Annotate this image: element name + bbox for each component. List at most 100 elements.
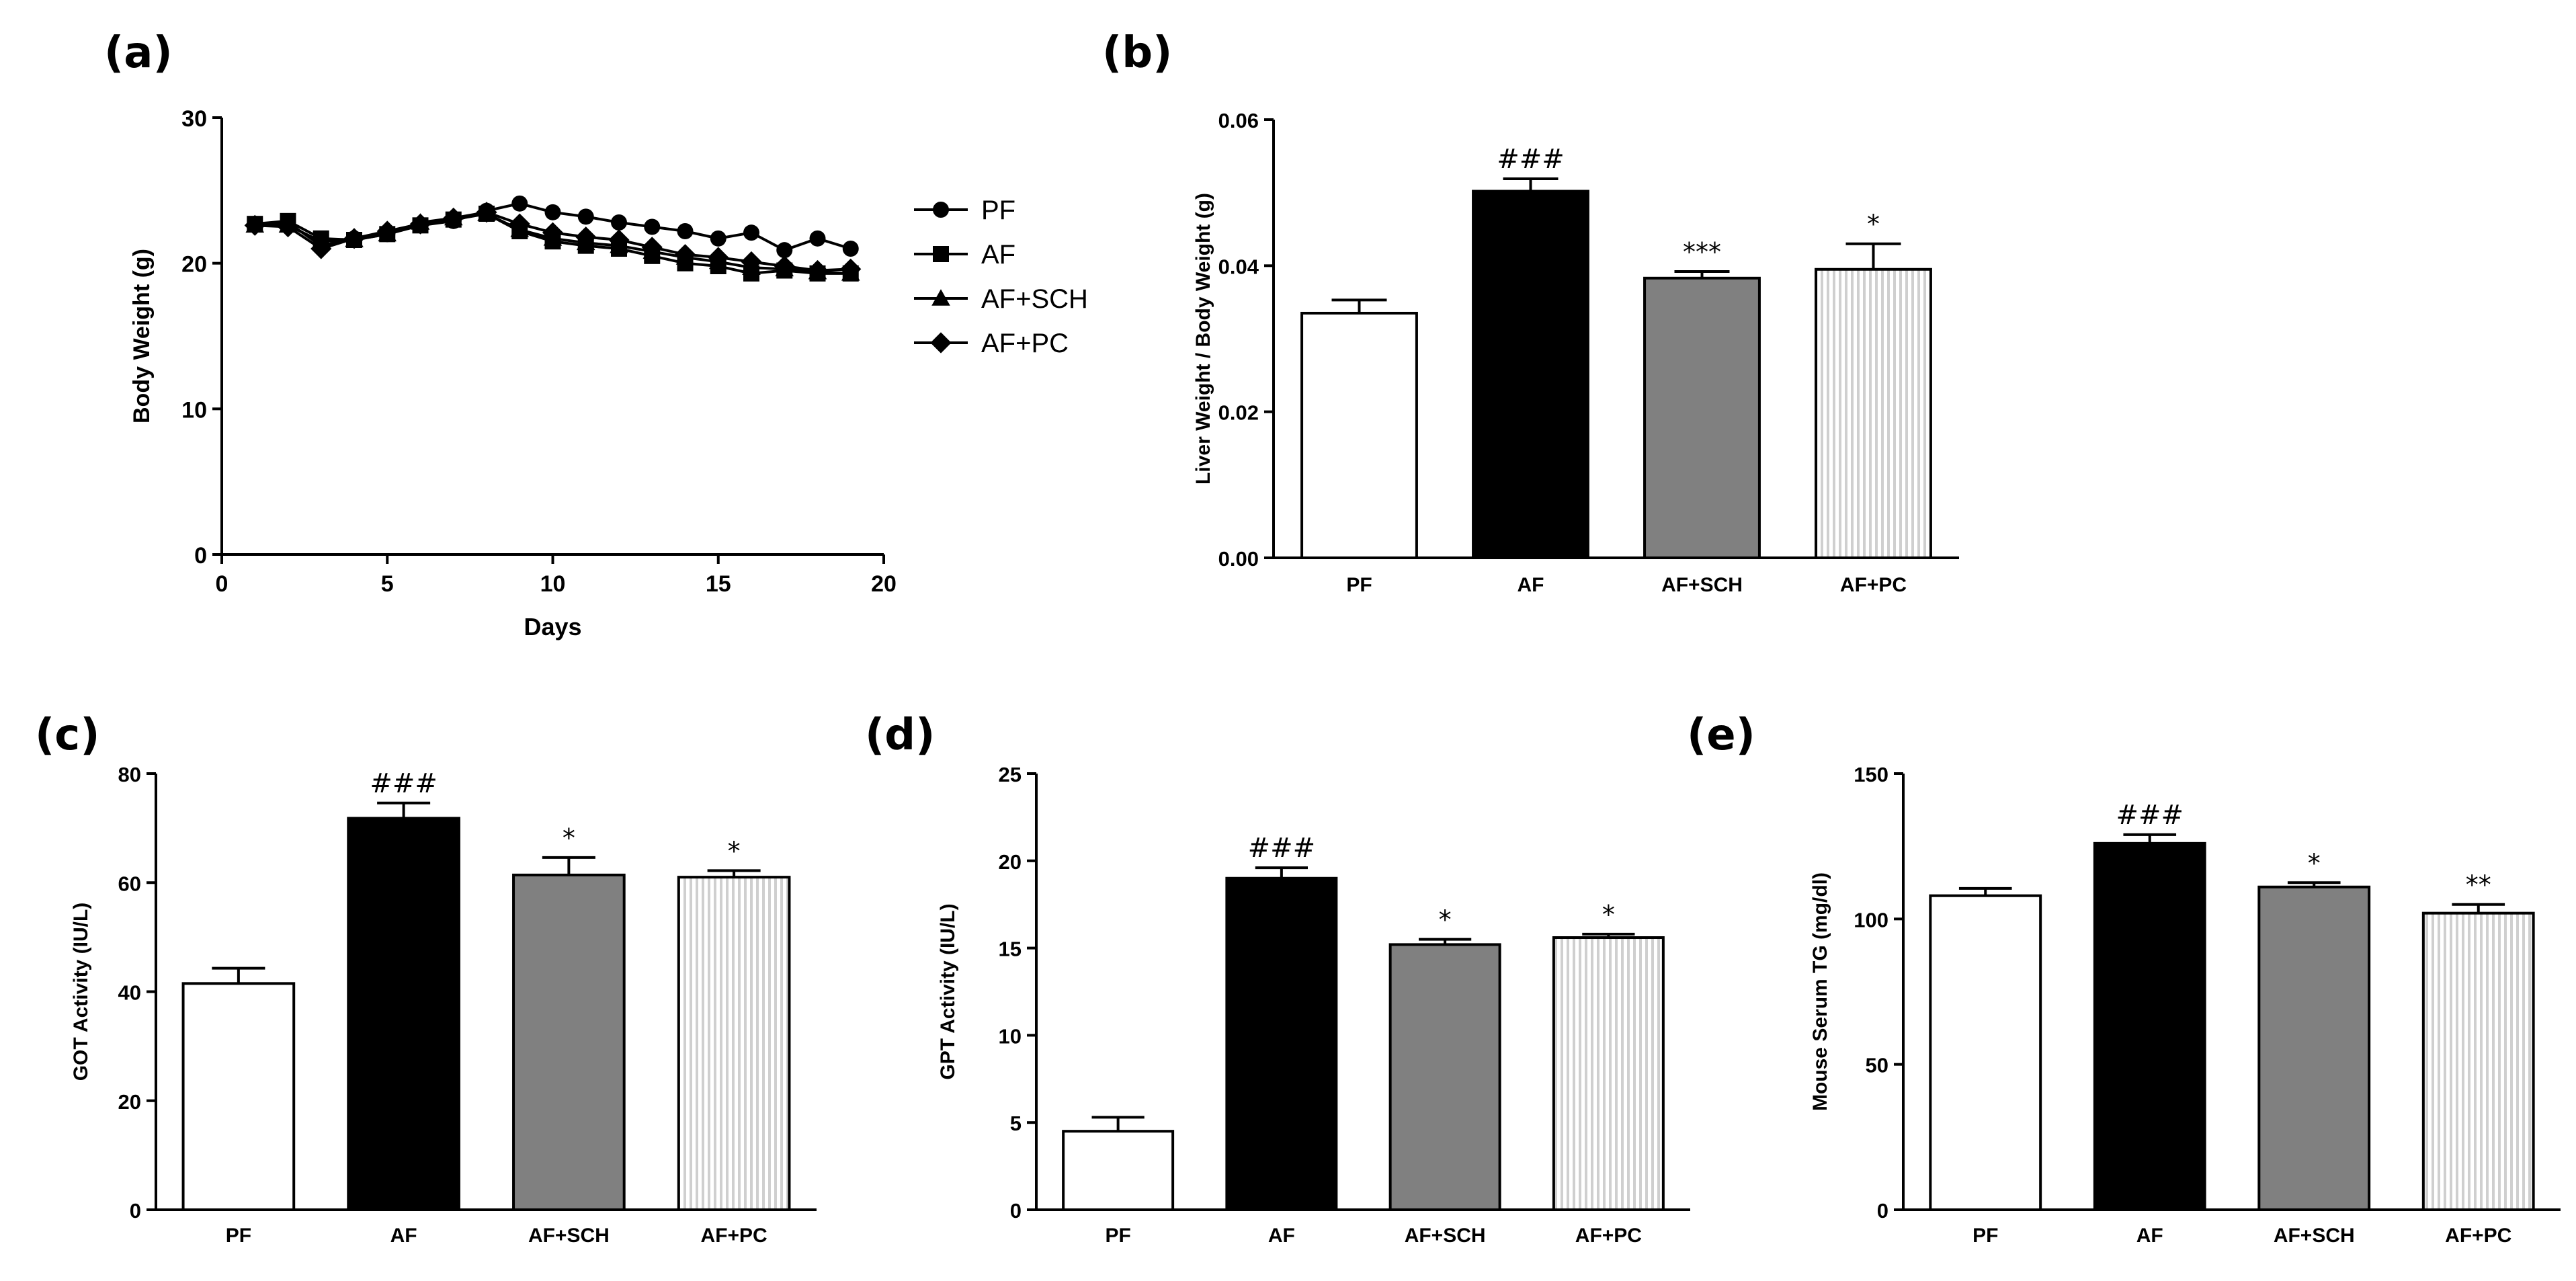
significance-AF: ### [1497,144,1565,175]
category-label-AF+SCH: AF+SCH [528,1225,610,1247]
point-PF [511,195,528,212]
category-label-PF: PF [226,1225,251,1247]
bar-PF [181,982,296,1212]
point-AF+PC [277,216,299,238]
point-PF [544,204,561,220]
bar-AF [2093,841,2206,1211]
significance-AF+PC: * [1602,900,1615,929]
point-AF+PC [840,258,862,280]
bar-PF [1929,894,2042,1211]
y-tick-label: 50 [1866,1054,1888,1077]
y-tick-label: 0 [1877,1199,1888,1223]
panel-e-bar-chart: (e) 0 50 100 150 Mouse Serum TG (mg/dl) PF ### A… [1687,710,2561,1247]
legend-label: AF+PC [981,329,1069,358]
point-AF+PC [741,251,762,273]
point-PF [842,241,859,257]
point-PF [776,242,793,259]
x-tick-label: 15 [706,571,731,597]
legend-item-AF+PC: AF+PC [914,329,1069,358]
significance-AF: ### [370,768,438,799]
point-AF+PC [509,213,530,235]
point-AF+PC [409,213,431,235]
bar-AF+PC [1552,936,1665,1212]
category-label-PF: PF [1105,1225,1130,1247]
point-PF [809,230,826,247]
point-PF [743,224,759,241]
legend-label: AF [981,240,1015,270]
y-tick-label: 0 [194,543,207,569]
y-tick-label: 60 [118,872,141,895]
y-tick-label: 25 [999,763,1022,786]
point-PF [577,208,594,225]
point-AF+PC [244,214,265,236]
point-PF [710,230,726,247]
y-axis-title: GPT Activity (IU/L) [937,903,959,1079]
panel-label: (c) [35,710,99,760]
y-tick-label: 0.04 [1218,255,1259,278]
point-AF+PC [708,247,729,268]
point-AF+PC [376,220,398,242]
point-AF+PC [774,255,795,277]
y-tick-label: 0 [1010,1199,1022,1223]
category-label-AF+PC: AF+PC [1840,574,1907,596]
panel-label: (d) [865,710,935,760]
category-label-PF: PF [1346,574,1372,596]
y-tick-label: 15 [999,938,1022,961]
panel-label: (e) [1687,710,1755,760]
category-label-PF: PF [1972,1225,1998,1247]
bar-AF+SCH [2257,885,2371,1211]
bar-AF+PC [677,876,791,1211]
significance-AF: ### [2116,800,2184,831]
category-label-AF+SCH: AF+SCH [2274,1225,2355,1247]
y-tick-label: 10 [181,397,207,423]
panel-label: (b) [1102,28,1172,78]
significance-AF+PC: * [1867,210,1880,239]
point-AF+PC [343,228,365,249]
legend-item-AF: AF [914,240,1015,270]
legend-label: PF [981,196,1015,225]
series-AF+PC [244,202,862,282]
bar-AF+PC [2421,911,2535,1212]
y-tick-label: 150 [1854,763,1888,786]
y-tick-label: 20 [999,850,1022,874]
x-tick-label: 0 [216,571,228,597]
category-label-AF+SCH: AF+SCH [1661,574,1743,596]
legend-item-AF+SCH: AF+SCH [914,284,1088,314]
point-PF [611,214,627,231]
legend: PF AF AF+SCH AF+PC [914,196,1088,358]
panel-d-bar-chart: (d) 0 5 10 15 20 25 GPT Activity (IU/L) PF ### AF *… [865,710,1690,1247]
legend-marker [931,289,950,306]
y-tick-label: 100 [1854,908,1888,932]
panel-b-bar-chart: (b) 0.00 0.02 0.04 0.06 Liver Weight / Body W… [1102,28,1959,596]
category-label-AF+PC: AF+PC [2445,1225,2511,1247]
significance-AF+SCH: * [1439,905,1452,935]
x-tick-label: 10 [540,571,566,597]
point-AF+PC [608,229,630,251]
bar-AF+SCH [1388,943,1501,1211]
significance-AF: ### [1248,833,1316,864]
point-AF+PC [443,207,464,229]
y-axis-title: Mouse Serum TG (mg/dl) [1809,872,1831,1111]
legend-marker [930,332,952,354]
x-axis-title: Days [524,613,581,640]
y-tick-label: 80 [118,763,141,786]
y-tick-label: 0.02 [1218,401,1259,425]
category-label-AF: AF [1518,574,1544,596]
panel-label: (a) [104,28,173,78]
category-label-AF+SCH: AF+SCH [1405,1225,1486,1247]
category-label-AF: AF [390,1225,417,1247]
panel-a-line-chart: (a) 0 10 20 30 0 5 10 15 20 Body Weight (g) Days PF A… [104,28,1088,640]
significance-AF+SCH: * [563,823,575,853]
y-axis-title: GOT Activity (IU/L) [70,903,92,1081]
category-label-AF: AF [1268,1225,1295,1247]
y-tick-label: 10 [999,1024,1022,1048]
y-tick-label: 20 [118,1090,141,1114]
legend-label: AF+SCH [981,284,1088,314]
legend-marker [933,246,949,262]
y-tick-label: 5 [1010,1112,1022,1135]
bar-PF [1300,311,1418,559]
y-tick-label: 0.00 [1218,547,1259,571]
bar-AF+SCH [1643,276,1761,559]
point-AF+PC [310,238,332,259]
